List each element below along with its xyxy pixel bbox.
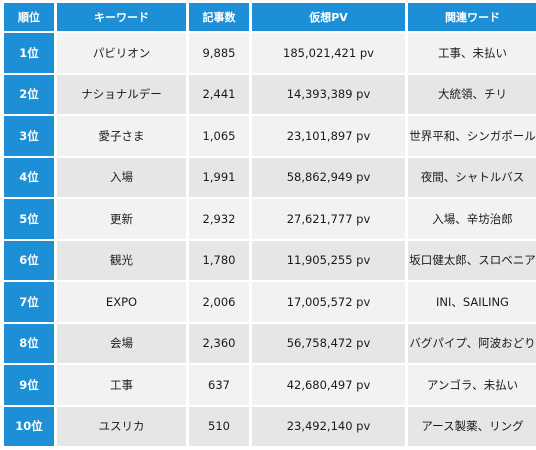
pv-cell: 14,393,389 pv	[252, 75, 405, 115]
keyword-cell: 工事	[57, 365, 186, 405]
table-row: 2位 ナショナルデー 2,441 14,393,389 pv 大統領、チリ	[4, 75, 536, 115]
articles-cell: 2,441	[189, 75, 249, 115]
keyword-cell: EXPO	[57, 282, 186, 322]
articles-cell: 1,991	[189, 158, 249, 198]
rank-cell: 2位	[4, 75, 54, 115]
rank-cell: 10位	[4, 407, 54, 447]
related-cell: バグパイプ、阿波おどり	[408, 324, 536, 364]
header-articles: 記事数	[189, 3, 249, 31]
rank-cell: 8位	[4, 324, 54, 364]
keyword-cell: 更新	[57, 199, 186, 239]
rank-cell: 6位	[4, 241, 54, 281]
pv-cell: 17,005,572 pv	[252, 282, 405, 322]
pv-cell: 23,101,897 pv	[252, 116, 405, 156]
rank-cell: 7位	[4, 282, 54, 322]
header-rank: 順位	[4, 3, 54, 31]
table-row: 4位 入場 1,991 58,862,949 pv 夜間、シャトルバス	[4, 158, 536, 198]
table-row: 5位 更新 2,932 27,621,777 pv 入場、辛坊治郎	[4, 199, 536, 239]
articles-cell: 2,360	[189, 324, 249, 364]
table-row: 3位 愛子さま 1,065 23,101,897 pv 世界平和、シンガポール	[4, 116, 536, 156]
keyword-cell: 愛子さま	[57, 116, 186, 156]
keyword-cell: ユスリカ	[57, 407, 186, 447]
table-row: 7位 EXPO 2,006 17,005,572 pv INI、SAILING	[4, 282, 536, 322]
rank-cell: 1位	[4, 33, 54, 73]
related-cell: 入場、辛坊治郎	[408, 199, 536, 239]
related-cell: 夜間、シャトルバス	[408, 158, 536, 198]
related-cell: アンゴラ、未払い	[408, 365, 536, 405]
table-row: 1位 パビリオン 9,885 185,021,421 pv 工事、未払い	[4, 33, 536, 73]
pv-cell: 11,905,255 pv	[252, 241, 405, 281]
pv-cell: 27,621,777 pv	[252, 199, 405, 239]
header-related: 関連ワード	[408, 3, 536, 31]
articles-cell: 1,065	[189, 116, 249, 156]
table-row: 10位 ユスリカ 510 23,492,140 pv アース製薬、リング	[4, 407, 536, 447]
articles-cell: 1,780	[189, 241, 249, 281]
table-row: 6位 観光 1,780 11,905,255 pv 坂口健太郎、スロベニア	[4, 241, 536, 281]
pv-cell: 23,492,140 pv	[252, 407, 405, 447]
pv-cell: 185,021,421 pv	[252, 33, 405, 73]
related-cell: INI、SAILING	[408, 282, 536, 322]
keyword-cell: 会場	[57, 324, 186, 364]
header-keyword: キーワード	[57, 3, 186, 31]
articles-cell: 2,932	[189, 199, 249, 239]
related-cell: 工事、未払い	[408, 33, 536, 73]
keyword-cell: パビリオン	[57, 33, 186, 73]
keyword-cell: ナショナルデー	[57, 75, 186, 115]
rank-cell: 5位	[4, 199, 54, 239]
articles-cell: 637	[189, 365, 249, 405]
rank-cell: 9位	[4, 365, 54, 405]
header-pv: 仮想PV	[252, 3, 405, 31]
related-cell: 大統領、チリ	[408, 75, 536, 115]
articles-cell: 510	[189, 407, 249, 447]
articles-cell: 2,006	[189, 282, 249, 322]
related-cell: アース製薬、リング	[408, 407, 536, 447]
pv-cell: 58,862,949 pv	[252, 158, 405, 198]
related-cell: 世界平和、シンガポール	[408, 116, 536, 156]
rank-cell: 3位	[4, 116, 54, 156]
table-row: 9位 工事 637 42,680,497 pv アンゴラ、未払い	[4, 365, 536, 405]
pv-cell: 42,680,497 pv	[252, 365, 405, 405]
pv-cell: 56,758,472 pv	[252, 324, 405, 364]
related-cell: 坂口健太郎、スロベニア	[408, 241, 536, 281]
table-header-row: 順位 キーワード 記事数 仮想PV 関連ワード	[4, 3, 536, 31]
table-row: 8位 会場 2,360 56,758,472 pv バグパイプ、阿波おどり	[4, 324, 536, 364]
articles-cell: 9,885	[189, 33, 249, 73]
keyword-cell: 観光	[57, 241, 186, 281]
rank-cell: 4位	[4, 158, 54, 198]
keyword-cell: 入場	[57, 158, 186, 198]
